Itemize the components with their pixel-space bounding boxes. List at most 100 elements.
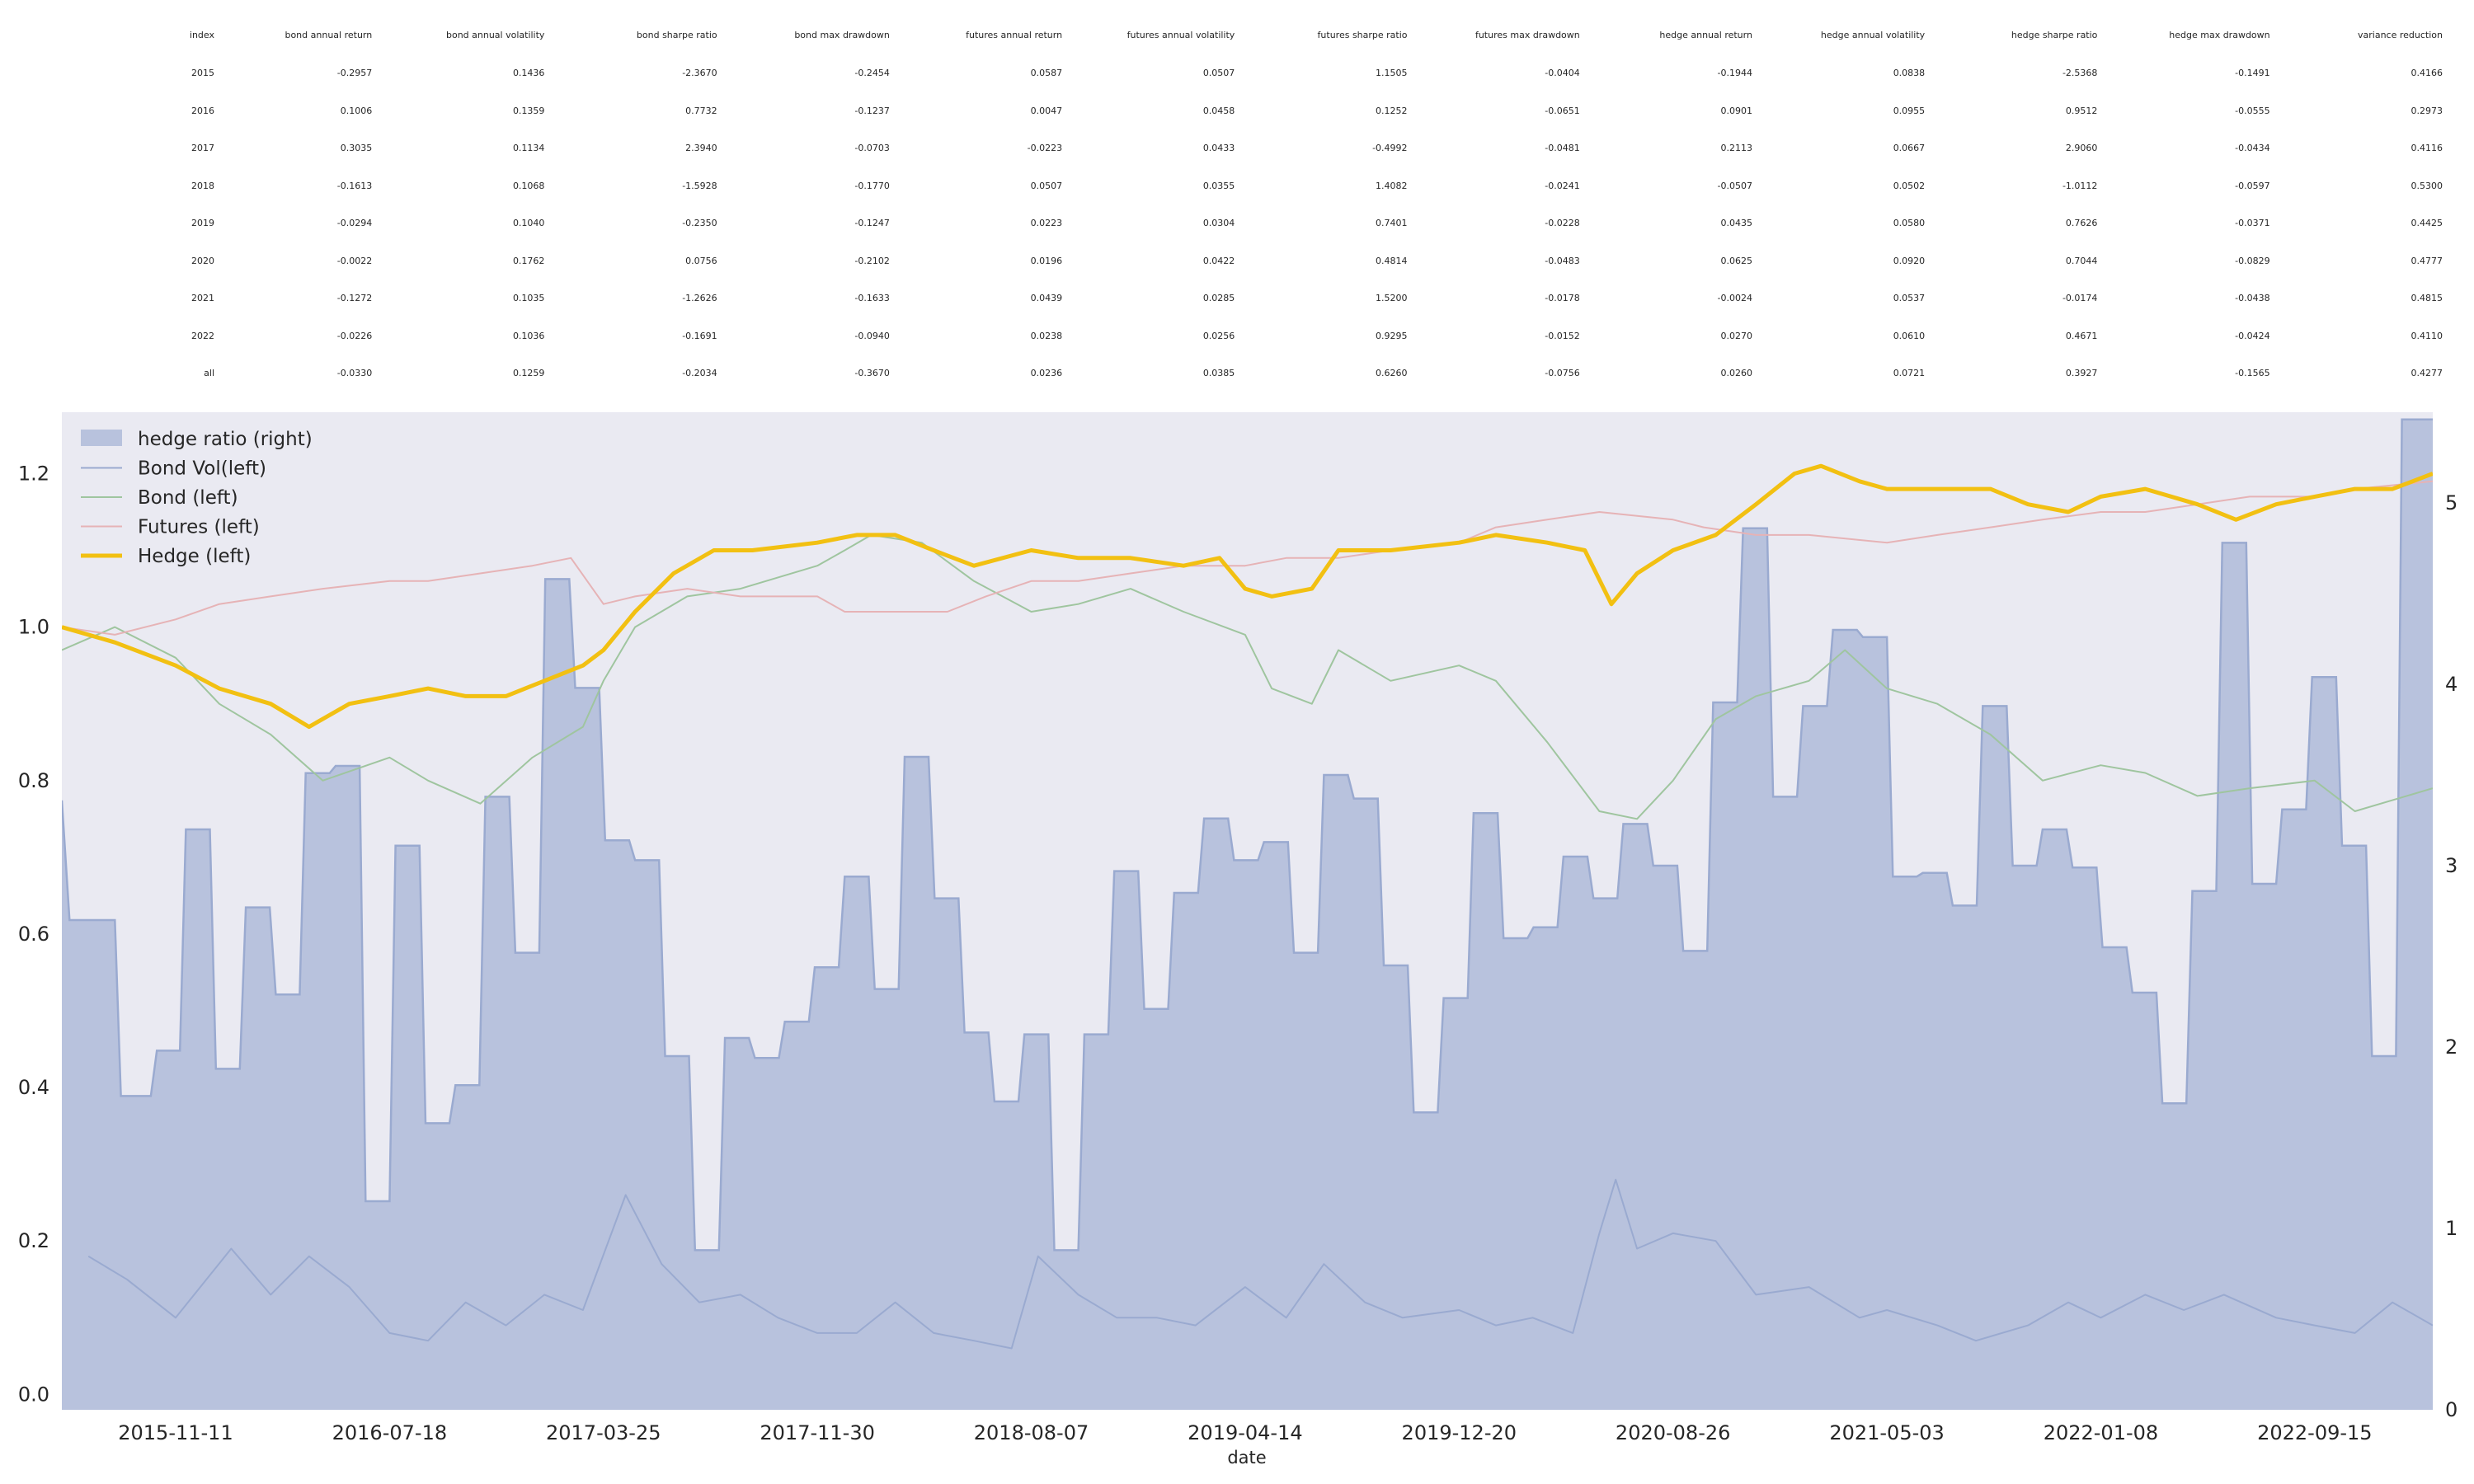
table-cell: 0.1762	[512, 255, 545, 266]
table-cell: -2.3670	[682, 68, 717, 79]
table-cell: 2015	[191, 68, 214, 79]
table-cell: -0.0703	[854, 143, 890, 154]
right-y-tick-label: 2	[2445, 1036, 2458, 1059]
right-y-tick-label: 0	[2445, 1398, 2458, 1421]
table-cell: 2020	[191, 255, 214, 266]
table-cell: 0.0196	[1030, 255, 1063, 266]
table-cell: 0.9295	[1376, 330, 1408, 341]
table-cell: all	[204, 368, 214, 379]
table-cell: -0.0756	[1545, 368, 1580, 379]
table-cell: 0.2973	[2411, 105, 2443, 116]
table-cell: -0.1770	[854, 180, 890, 191]
table-cell: -0.4992	[1372, 143, 1408, 154]
legend-label: Bond Vol(left)	[138, 458, 266, 480]
table-cell: -0.0483	[1545, 255, 1580, 266]
hedge-ratio-right-area	[62, 419, 2433, 1410]
table-cell: -0.0294	[336, 218, 373, 229]
table-cell: 0.0223	[1030, 218, 1063, 229]
table-cell: -0.0022	[336, 255, 373, 266]
x-tick-label: 2017-03-25	[546, 1421, 661, 1444]
table-cell: -0.0330	[336, 368, 373, 379]
table-cell: 0.4277	[2411, 368, 2443, 379]
table-cell: 0.0507	[1202, 68, 1235, 79]
table-header-cell: hedge annual return	[1659, 29, 1752, 40]
x-axis: 2015-11-11 2016-07-18 2017-03-25 2017-11-30…	[118, 1421, 2372, 1444]
left-y-axis: 0.0 0.2 0.4 0.6 0.8 1.0 1.2	[18, 462, 49, 1406]
legend-label: Bond (left)	[138, 487, 238, 509]
x-tick-label: 2017-11-30	[760, 1421, 874, 1444]
table-cell: 1.1505	[1376, 68, 1408, 79]
right-y-tick-label: 3	[2445, 854, 2458, 877]
table-cell: 0.1359	[512, 105, 545, 116]
table-cell: 0.4166	[2411, 68, 2443, 79]
right-y-tick-label: 5	[2445, 491, 2458, 514]
table-cell: -0.0481	[1545, 143, 1580, 154]
x-tick-label: 2016-07-18	[332, 1421, 447, 1444]
table-cell: -0.0178	[1545, 293, 1580, 304]
x-tick-label: 2019-04-14	[1188, 1421, 1302, 1444]
table-cell: 1.5200	[1376, 293, 1408, 304]
legend-item: Bond Vol(left)	[81, 458, 266, 480]
table-cell: -0.2350	[682, 218, 717, 229]
left-y-tick-label: 0.0	[18, 1383, 49, 1406]
table-cell: 0.0955	[1893, 105, 1926, 116]
table-cell: 0.1035	[512, 293, 545, 304]
table-cell: 0.0270	[1720, 330, 1752, 341]
left-y-tick-label: 0.6	[18, 923, 49, 946]
left-y-tick-label: 1.0	[18, 616, 49, 639]
table-header-cell: futures sharpe ratio	[1317, 29, 1408, 40]
table-cell: -0.1272	[336, 293, 373, 304]
table-cell: 2018	[191, 180, 214, 191]
table-cell: -1.2626	[682, 293, 717, 304]
table-cell: -1.5928	[682, 180, 717, 191]
legend-item: hedge ratio (right)	[81, 429, 313, 450]
table-cell: 0.0502	[1893, 180, 1926, 191]
table-cell: -0.1237	[854, 105, 890, 116]
table-row: 2017 0.3035 0.1134 2.3940 -0.0703 -0.0223 0.04…	[99, 129, 2466, 167]
table-cell: 0.4777	[2411, 255, 2443, 266]
table-cell: 0.0507	[1030, 180, 1063, 191]
table-row: all -0.0330 0.1259 -0.2034 -0.3670 0.0236 0.03…	[99, 355, 2466, 392]
table-header-cell: bond annual volatility	[445, 29, 545, 40]
table-cell: 0.6260	[1376, 368, 1408, 379]
x-tick-label: 2015-11-11	[118, 1421, 233, 1444]
table-cell: 0.2113	[1720, 143, 1752, 154]
table-cell: 0.0435	[1720, 218, 1752, 229]
table-cell: 0.1259	[512, 368, 545, 379]
table-row: 2022 -0.0226 0.1036 -0.1691 -0.0940 0.0238 0.0…	[99, 317, 2466, 355]
table-cell: 0.0625	[1720, 255, 1752, 266]
table-cell: -0.2102	[854, 255, 890, 266]
table-cell: -0.0829	[2235, 255, 2270, 266]
table-cell: 0.1134	[512, 143, 545, 154]
table-cell: -0.0651	[1545, 105, 1580, 116]
table-cell: -0.0597	[2235, 180, 2270, 191]
table-cell: 0.0610	[1893, 330, 1926, 341]
table-cell: -0.0404	[1545, 68, 1580, 79]
table-body: 2015 -0.2957 0.1436 -2.3670 -0.2454 0.0587 0.0…	[99, 54, 2466, 392]
x-tick-label: 2018-08-07	[974, 1421, 1089, 1444]
table-cell: 0.0238	[1030, 330, 1063, 341]
table-cell: 2021	[191, 293, 214, 304]
table-cell: 2.3940	[685, 143, 717, 154]
table-header-cell: hedge annual volatility	[1820, 29, 1926, 40]
table-cell: 0.0422	[1202, 255, 1235, 266]
left-y-tick-label: 1.2	[18, 462, 49, 485]
table-header-cell: hedge sharpe ratio	[2011, 29, 2098, 40]
table-cell: 0.0721	[1893, 368, 1926, 379]
table-cell: 2.9060	[2065, 143, 2098, 154]
table-cell: -0.0371	[2235, 218, 2270, 229]
table-cell: -0.1633	[854, 293, 890, 304]
table-header-cell: index	[189, 29, 214, 40]
table-cell: 0.0667	[1893, 143, 1926, 154]
table-cell: 0.0920	[1893, 255, 1926, 266]
table-cell: -2.5368	[2062, 68, 2098, 79]
x-axis-label: date	[1227, 1448, 1266, 1468]
left-y-tick-label: 0.8	[18, 769, 49, 792]
right-y-tick-label: 4	[2445, 673, 2458, 696]
table-cell: -0.3670	[854, 368, 890, 379]
table-cell: 0.3927	[2065, 368, 2098, 379]
table-cell: 0.0537	[1893, 293, 1926, 304]
table-cell: 0.0385	[1202, 368, 1235, 379]
table-cell: 0.1040	[512, 218, 545, 229]
